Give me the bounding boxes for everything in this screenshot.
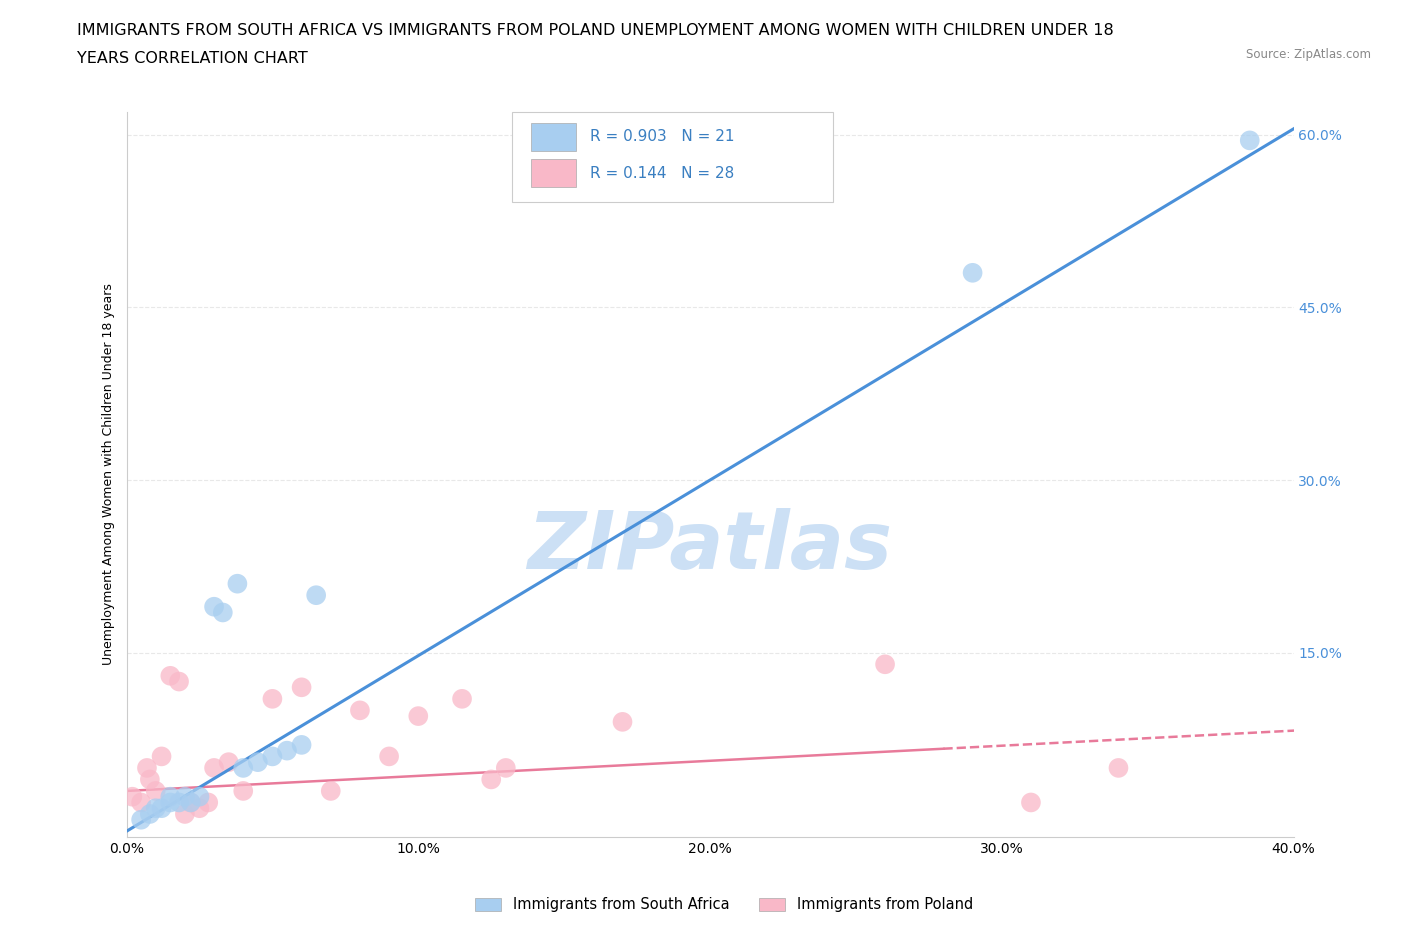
Text: ZIPatlas: ZIPatlas [527, 508, 893, 586]
Point [159, 795, 181, 810]
Point [408, 709, 430, 724]
Point [167, 795, 190, 810]
Point [290, 680, 312, 695]
Point [197, 795, 219, 810]
Y-axis label: Unemployment Among Women with Children Under 18 years: Unemployment Among Women with Children U… [101, 284, 115, 665]
Point [232, 783, 254, 798]
Point [479, 772, 502, 787]
Point [129, 795, 152, 810]
Point [378, 749, 401, 764]
Point [349, 703, 371, 718]
Point [319, 783, 342, 798]
Point [612, 714, 634, 729]
Point [495, 761, 517, 776]
Legend: Immigrants from South Africa, Immigrants from Poland: Immigrants from South Africa, Immigrants… [470, 891, 979, 918]
Point [246, 755, 269, 770]
Point [150, 749, 173, 764]
Point [121, 790, 143, 804]
Point [276, 743, 298, 758]
Text: IMMIGRANTS FROM SOUTH AFRICA VS IMMIGRANTS FROM POLAND UNEMPLOYMENT AMONG WOMEN : IMMIGRANTS FROM SOUTH AFRICA VS IMMIGRAN… [77, 23, 1114, 38]
Point [262, 691, 284, 706]
Point [1239, 133, 1261, 148]
Text: R = 0.903   N = 21: R = 0.903 N = 21 [591, 129, 734, 144]
Point [232, 761, 254, 776]
Point [188, 801, 211, 816]
Point [136, 761, 159, 776]
Point [167, 674, 190, 689]
Point [188, 790, 211, 804]
Text: YEARS CORRELATION CHART: YEARS CORRELATION CHART [77, 51, 308, 66]
Point [262, 749, 284, 764]
Point [139, 772, 162, 787]
Point [1019, 795, 1042, 810]
Point [451, 691, 474, 706]
Point [139, 806, 162, 821]
Point [305, 588, 328, 603]
Point [180, 795, 202, 810]
Text: R = 0.144   N = 28: R = 0.144 N = 28 [591, 166, 734, 180]
Point [218, 755, 240, 770]
Point [150, 801, 173, 816]
Point [159, 669, 181, 684]
Point [180, 795, 202, 810]
FancyBboxPatch shape [531, 159, 576, 187]
Point [202, 761, 225, 776]
Point [202, 599, 225, 614]
Point [875, 657, 897, 671]
Point [159, 790, 181, 804]
Point [1108, 761, 1130, 776]
FancyBboxPatch shape [512, 112, 832, 203]
Point [129, 812, 152, 827]
Point [226, 577, 249, 591]
Point [145, 783, 167, 798]
Point [174, 806, 197, 821]
Point [145, 801, 167, 816]
Point [962, 265, 984, 280]
Point [211, 605, 233, 620]
Point [290, 737, 312, 752]
Point [174, 790, 197, 804]
Text: Source: ZipAtlas.com: Source: ZipAtlas.com [1246, 48, 1371, 61]
FancyBboxPatch shape [531, 123, 576, 151]
